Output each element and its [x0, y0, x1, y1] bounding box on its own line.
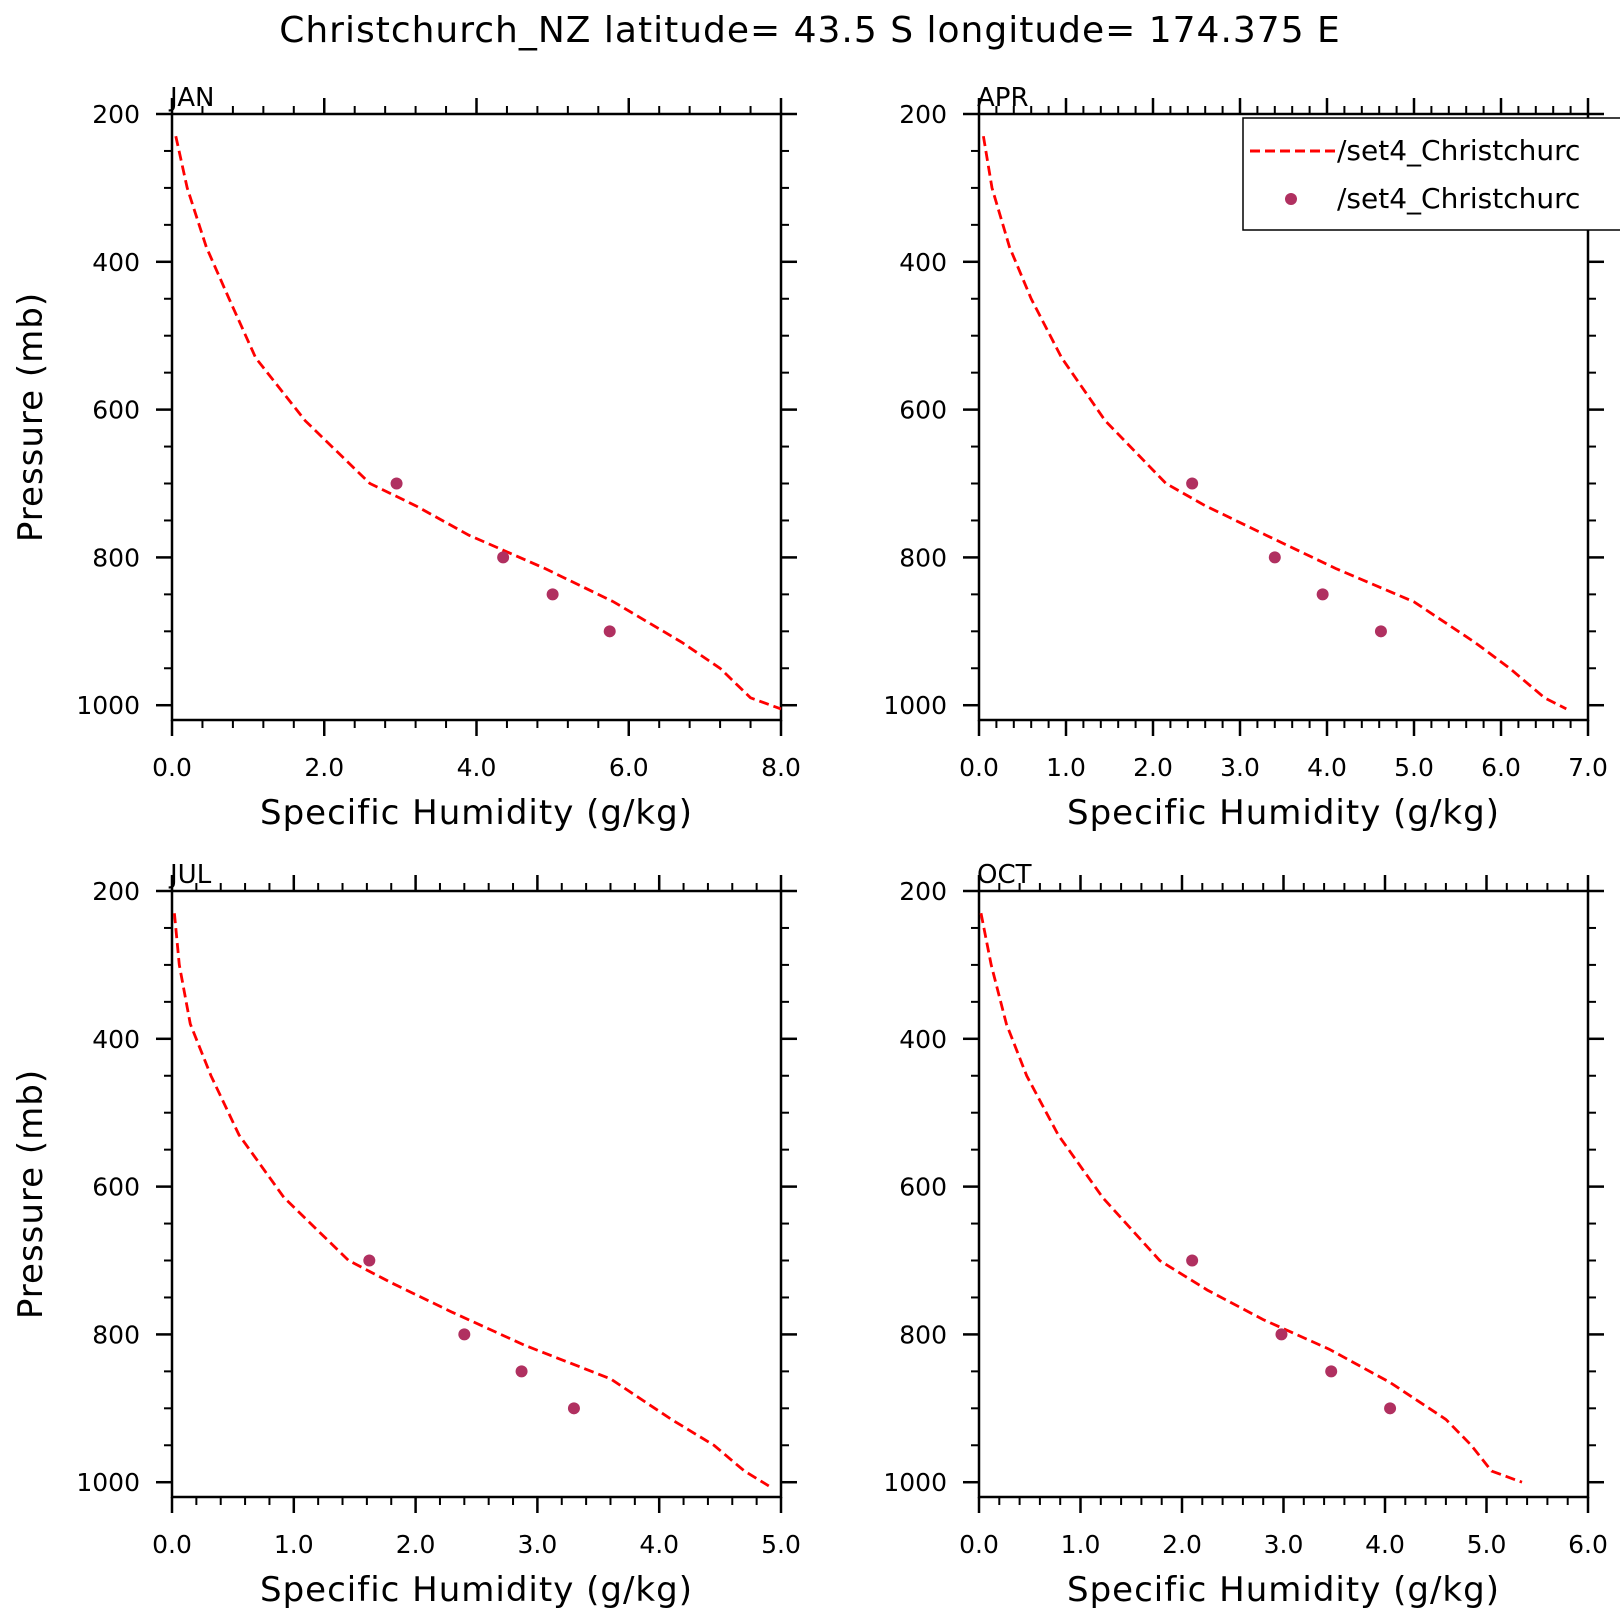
- series-point-obs: [1268, 551, 1281, 564]
- plot-frame: [977, 889, 1590, 1499]
- y-tick-label: 400: [899, 1025, 947, 1054]
- x-tick-label: 4.0: [457, 753, 497, 782]
- panel-jul: JUL 0.0 1.0 2.0 3.0 4.0 5.0 200 400 600 800 1000 Spe…: [11, 860, 801, 1610]
- x-tick-label: 2.0: [1133, 753, 1173, 782]
- panels: JAN 0.0 2.0 4.0 6.0 8.0 200 400 600 800 1000 Specif…: [11, 83, 1608, 1610]
- plot-frame: [170, 112, 783, 722]
- y-tick-label: 1000: [76, 691, 140, 720]
- x-tick-label: 0.0: [959, 753, 999, 782]
- y-tick-label: 600: [899, 1173, 947, 1202]
- y-tick-label: 800: [92, 543, 140, 572]
- y-tick-label: 600: [92, 396, 140, 425]
- x-axis-label: Specific Humidity (g/kg): [1067, 793, 1500, 833]
- series-point-obs: [1325, 1365, 1338, 1378]
- x-tick-label: 4.0: [1307, 753, 1347, 782]
- panel-title: JUL: [168, 860, 212, 890]
- legend-box: [1242, 117, 1620, 231]
- series-point-obs: [497, 551, 510, 564]
- series-point-obs: [1316, 588, 1329, 601]
- y-tick-label: 600: [92, 1173, 140, 1202]
- x-tick-label: 3.0: [518, 1530, 558, 1559]
- plot-frame: [170, 889, 783, 1499]
- series-point-obs: [458, 1328, 471, 1341]
- x-tick-label: 1.0: [274, 1530, 314, 1559]
- y-tick-label: 400: [899, 248, 947, 277]
- x-tick-label: 6.0: [609, 753, 649, 782]
- series-point-obs: [515, 1365, 528, 1378]
- series-point-obs: [1186, 477, 1199, 490]
- x-axis-label: Specific Humidity (g/kg): [260, 793, 693, 833]
- y-tick-label: 1000: [76, 1468, 140, 1497]
- y-tick-label: 800: [92, 1320, 140, 1349]
- panel-jan: JAN 0.0 2.0 4.0 6.0 8.0 200 400 600 800 1000 Specif…: [11, 83, 801, 833]
- y-tick-label: 800: [899, 1320, 947, 1349]
- legend-label-model: /set4_Christchurc: [1337, 134, 1580, 167]
- y-tick-label: 400: [92, 1025, 140, 1054]
- y-tick-label: 200: [92, 877, 140, 906]
- x-axis-label: Specific Humidity (g/kg): [1067, 1570, 1500, 1610]
- series-line-model: [174, 135, 782, 711]
- series-point-obs: [390, 477, 403, 490]
- x-tick-label: 5.0: [1467, 1530, 1507, 1559]
- x-tick-label: 0.0: [152, 753, 192, 782]
- legend: /set4_Christchurc /set4_Christchurc: [1242, 117, 1620, 231]
- y-axis-label: Pressure (mb): [11, 292, 51, 542]
- x-tick-label: 3.0: [1220, 753, 1260, 782]
- panel-title: OCT: [977, 860, 1032, 890]
- x-tick-label: 6.0: [1481, 753, 1521, 782]
- series-point-obs: [603, 625, 616, 638]
- x-tick-label: 2.0: [396, 1530, 436, 1559]
- x-tick-label: 5.0: [1394, 753, 1434, 782]
- y-tick-label: 1000: [883, 1468, 947, 1497]
- x-tick-label: 4.0: [639, 1530, 679, 1559]
- x-tick-label: 0.0: [959, 1530, 999, 1559]
- panel-title: JAN: [168, 83, 214, 113]
- y-tick-label: 200: [92, 100, 140, 129]
- series-line-model: [173, 913, 770, 1488]
- series-point-obs: [1186, 1254, 1199, 1267]
- y-tick-label: 1000: [883, 691, 947, 720]
- legend-dot-swatch: [1285, 193, 1297, 205]
- series-point-obs: [567, 1402, 580, 1415]
- panel-oct: OCT 0.0 1.0 2.0 3.0 4.0 5.0 6.0 200 400 600 800 1000…: [883, 860, 1608, 1610]
- figure-title: Christchurch_NZ latitude= 43.5 S longitu…: [279, 10, 1341, 51]
- y-tick-label: 800: [899, 543, 947, 572]
- legend-label-obs: /set4_Christchurc: [1337, 182, 1580, 215]
- x-tick-label: 2.0: [1162, 1530, 1202, 1559]
- series-point-obs: [1275, 1328, 1288, 1341]
- plot-frame: [977, 112, 1590, 722]
- x-tick-label: 8.0: [761, 753, 801, 782]
- panel-title: APR: [977, 83, 1029, 113]
- y-tick-label: 200: [899, 100, 947, 129]
- y-axis-label: Pressure (mb): [11, 1069, 51, 1319]
- series-point-obs: [363, 1254, 376, 1267]
- x-tick-label: 3.0: [1264, 1530, 1304, 1559]
- y-tick-label: 400: [92, 248, 140, 277]
- x-tick-label: 0.0: [152, 1530, 192, 1559]
- series-line-model: [979, 912, 1523, 1484]
- x-tick-label: 5.0: [761, 1530, 801, 1559]
- x-tick-label: 1.0: [1046, 753, 1086, 782]
- panel-apr: APR 0.0 1.0 2.0 3.0 4.0 5.0 6.0 7.0 200 400 600 800 1…: [883, 83, 1608, 833]
- x-tick-label: 6.0: [1568, 1530, 1608, 1559]
- y-tick-label: 600: [899, 396, 947, 425]
- x-tick-label: 2.0: [304, 753, 344, 782]
- x-axis-label: Specific Humidity (g/kg): [260, 1570, 693, 1610]
- x-tick-label: 1.0: [1061, 1530, 1101, 1559]
- series-point-obs: [546, 588, 559, 601]
- x-tick-label: 7.0: [1568, 753, 1608, 782]
- x-tick-label: 4.0: [1365, 1530, 1405, 1559]
- y-tick-label: 200: [899, 877, 947, 906]
- series-point-obs: [1374, 625, 1387, 638]
- series-point-obs: [1384, 1402, 1397, 1415]
